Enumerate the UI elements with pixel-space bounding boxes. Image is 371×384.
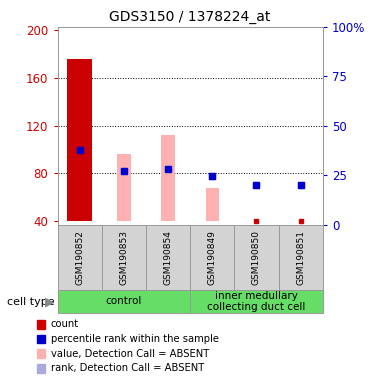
Bar — [146, 225, 190, 290]
Text: cell type: cell type — [7, 297, 55, 307]
Text: GSM190853: GSM190853 — [119, 230, 128, 285]
Bar — [190, 290, 323, 313]
Text: percentile rank within the sample: percentile rank within the sample — [51, 334, 219, 344]
Text: count: count — [51, 319, 79, 329]
Bar — [279, 225, 323, 290]
Text: GSM190851: GSM190851 — [296, 230, 305, 285]
Title: GDS3150 / 1378224_at: GDS3150 / 1378224_at — [109, 10, 271, 25]
Bar — [102, 225, 146, 290]
Text: inner medullary
collecting duct cell: inner medullary collecting duct cell — [207, 291, 306, 312]
Text: ▶: ▶ — [45, 296, 55, 309]
Text: value, Detection Call = ABSENT: value, Detection Call = ABSENT — [51, 349, 209, 359]
Text: GSM190854: GSM190854 — [164, 230, 173, 285]
Bar — [68, 59, 92, 221]
Text: GSM190850: GSM190850 — [252, 230, 261, 285]
Bar — [234, 225, 279, 290]
Bar — [117, 154, 131, 221]
Bar — [206, 188, 219, 221]
Bar — [58, 225, 102, 290]
Bar — [58, 290, 190, 313]
Text: rank, Detection Call = ABSENT: rank, Detection Call = ABSENT — [51, 363, 204, 373]
Text: GSM190849: GSM190849 — [208, 230, 217, 285]
Bar — [190, 225, 234, 290]
Text: GSM190852: GSM190852 — [75, 230, 84, 285]
Text: control: control — [106, 296, 142, 306]
Bar — [161, 135, 175, 221]
